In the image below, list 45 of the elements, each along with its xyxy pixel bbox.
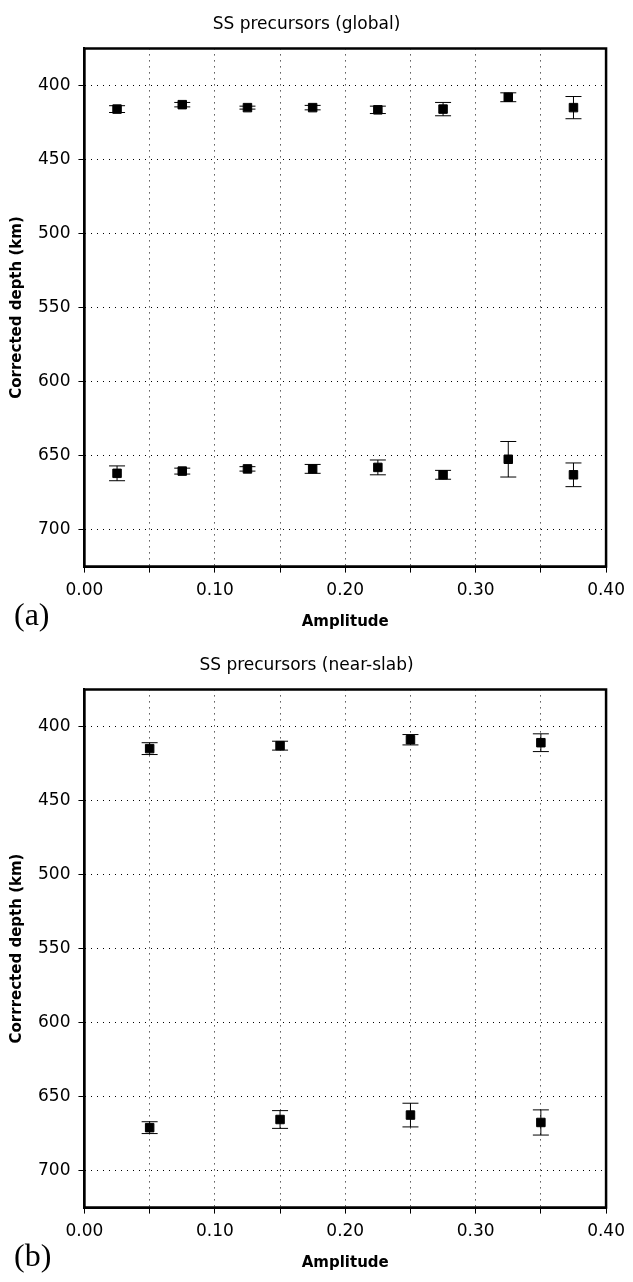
text: (b) xyxy=(14,1237,52,1274)
x-tick-label: 0.40 xyxy=(587,579,625,600)
y-tick-label: 550 xyxy=(37,295,71,316)
point xyxy=(307,464,318,474)
text: (a) xyxy=(14,596,50,633)
chart-title: SS precursors (global) xyxy=(212,12,401,33)
x-axis-title: Amplitude xyxy=(301,611,389,630)
y-tick-label: 500 xyxy=(37,862,71,883)
x-tick-label: 0.20 xyxy=(326,1220,365,1241)
x-tick-label: 0.40 xyxy=(587,1220,625,1241)
point xyxy=(307,102,318,113)
x-tick-label: 0.00 xyxy=(65,579,104,600)
point xyxy=(568,470,579,480)
point xyxy=(568,102,579,113)
y-tick-label: 650 xyxy=(37,443,71,464)
y-tick-label: 400 xyxy=(37,73,71,94)
y-tick-label: 550 xyxy=(37,936,71,957)
x-axis-title: Amplitude xyxy=(301,1252,389,1271)
y-tick-label: 700 xyxy=(37,518,71,539)
y-tick-label: 400 xyxy=(37,714,71,735)
y-tick-label: 650 xyxy=(37,1084,71,1105)
point xyxy=(177,99,187,110)
point xyxy=(373,105,383,115)
y-axis-title: Corrrected depth (km) xyxy=(6,853,25,1044)
x-tick-label: 0.30 xyxy=(456,1220,495,1241)
point xyxy=(503,454,514,464)
x-tick-label: 0.20 xyxy=(326,579,365,600)
x-tick-label: 0.10 xyxy=(195,579,234,600)
y-tick-label: 700 xyxy=(37,1159,71,1180)
point xyxy=(503,92,514,102)
point xyxy=(438,470,448,480)
y-tick-label: 600 xyxy=(37,369,71,390)
y-tick-label: 600 xyxy=(37,1010,71,1031)
x-tick-label: 0.10 xyxy=(195,1220,234,1241)
y-tick-label: 450 xyxy=(37,147,71,168)
y-axis-title: Corrected depth (km) xyxy=(6,216,25,399)
x-tick-label: 0.30 xyxy=(456,579,495,600)
point xyxy=(242,102,253,113)
y-tick-label: 450 xyxy=(37,788,71,809)
x-tick-label: 0.00 xyxy=(65,1220,104,1241)
point xyxy=(177,466,187,476)
y-tick-label: 500 xyxy=(37,221,71,242)
chart-title: SS precursors (near-slab) xyxy=(199,653,414,674)
point xyxy=(242,464,253,474)
point xyxy=(112,104,122,114)
